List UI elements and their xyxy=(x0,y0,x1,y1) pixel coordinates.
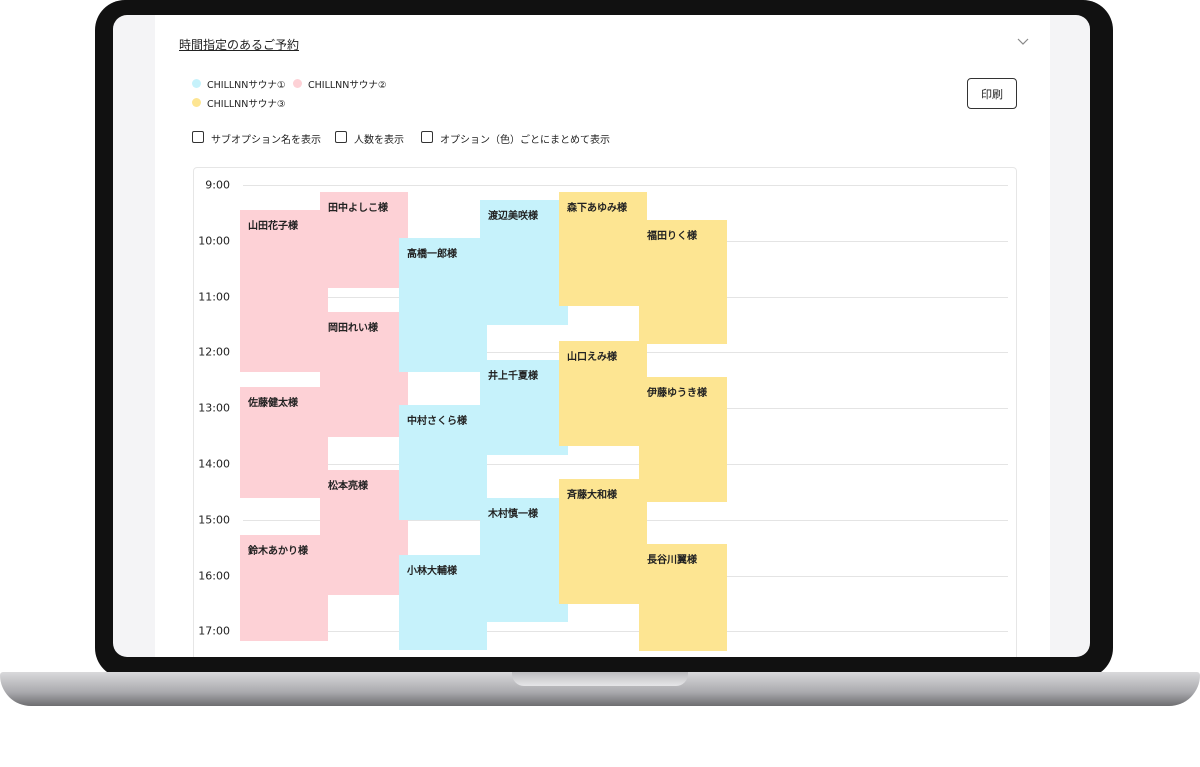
time-label: 12:00 xyxy=(198,345,230,359)
booking[interactable]: 中村さくら様 xyxy=(399,405,487,520)
time-label: 16:00 xyxy=(198,569,230,583)
time-label: 14:00 xyxy=(198,457,230,471)
booking[interactable]: 山田花子様 xyxy=(240,210,328,372)
time-label: 17:00 xyxy=(198,624,230,638)
laptop-notch xyxy=(512,672,688,686)
booking[interactable]: 山口えみ様 xyxy=(559,341,647,446)
booking[interactable]: 佐藤健太様 xyxy=(240,387,328,498)
booking[interactable]: 田中よしこ様 xyxy=(320,192,408,288)
booking[interactable]: 渡辺美咲様 xyxy=(480,200,568,325)
booking[interactable]: 斉藤大和様 xyxy=(559,479,647,604)
section-title[interactable]: 時間指定のあるご予約 xyxy=(179,38,300,52)
checkbox[interactable] xyxy=(335,131,347,143)
legend-label: CHILLNNサウナ① xyxy=(207,80,286,91)
page: 時間指定のあるご予約 CHILLNNサウナ① CHILLNNサウナ② CHILL… xyxy=(0,0,1200,706)
time-label: 13:00 xyxy=(198,401,230,415)
time-label: 9:00 xyxy=(205,178,230,192)
option-label[interactable]: 人数を表示 xyxy=(354,135,404,146)
collapse-icon[interactable] xyxy=(1016,36,1030,46)
booking[interactable]: 岡田れい様 xyxy=(320,312,408,437)
booking[interactable]: 木村慎一様 xyxy=(480,498,568,622)
time-label: 15:00 xyxy=(198,513,230,527)
legend-label: CHILLNNサウナ② xyxy=(308,80,387,91)
legend-label: CHILLNNサウナ③ xyxy=(207,99,286,110)
checkbox[interactable] xyxy=(421,131,433,143)
print-button[interactable]: 印刷 xyxy=(967,78,1017,109)
option-label[interactable]: オプション（色）ごとにまとめて表示 xyxy=(440,135,610,146)
booking[interactable]: 鈴木あかり様 xyxy=(240,535,328,641)
grid-line xyxy=(243,185,1008,186)
grid-line xyxy=(243,464,1008,465)
booking[interactable]: 高橋一郎様 xyxy=(399,238,487,372)
booking[interactable]: 井上千夏様 xyxy=(480,360,568,455)
legend-dot xyxy=(192,98,201,107)
booking[interactable]: 福田りく様 xyxy=(639,220,727,344)
legend-dot xyxy=(192,79,201,88)
legend-dot xyxy=(293,79,302,88)
grid-line xyxy=(243,631,1008,633)
checkbox[interactable] xyxy=(192,131,204,143)
booking[interactable]: 長谷川翼様 xyxy=(639,544,727,651)
screen: 時間指定のあるご予約 CHILLNNサウナ① CHILLNNサウナ② CHILL… xyxy=(113,15,1090,657)
option-label[interactable]: サブオプション名を表示 xyxy=(211,135,321,146)
time-label: 10:00 xyxy=(198,234,230,248)
booking[interactable]: 伊藤ゆうき様 xyxy=(639,377,727,502)
booking[interactable]: 小林大輔様 xyxy=(399,555,487,650)
booking[interactable]: 森下あゆみ様 xyxy=(559,192,647,306)
booking[interactable]: 松本亮様 xyxy=(320,470,408,595)
time-label: 11:00 xyxy=(198,290,230,304)
